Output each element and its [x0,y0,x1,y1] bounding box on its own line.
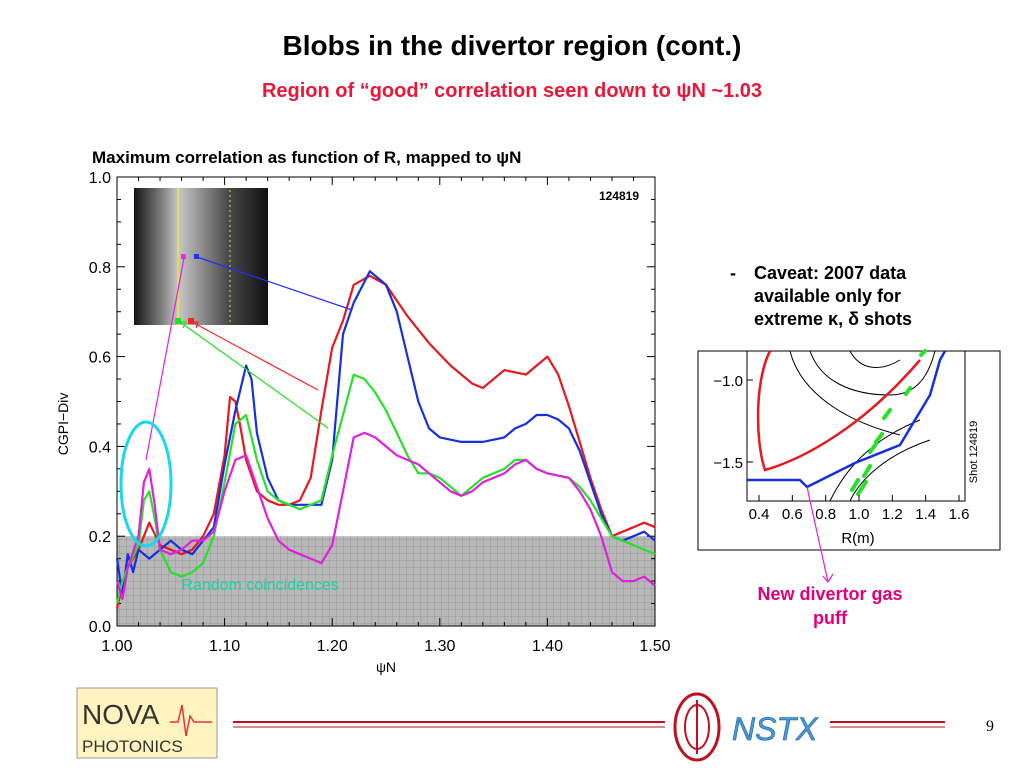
nova-logo-text: NOVA [82,699,160,730]
inset-x-tick-label: 1.0 [849,506,870,523]
x-tick-label: 1.40 [532,638,563,655]
footer-rule [233,721,945,728]
annotation-arrows [145,256,353,461]
series-line-4 [115,431,656,601]
band-label: Random coincidences [181,577,338,594]
inset-x-tick-label: 1.6 [949,506,970,523]
slide-title: Blobs in the divertor region (cont.) [282,30,742,61]
chart-axes: 1.00 1.10 1.20 1.30 1.40 1.50 0.0 0.2 0.4 0.6 0.8 1… [89,170,671,655]
inset-x-axis-label: R(m) [841,530,874,547]
nstx-logo-text: NSTX [732,711,819,747]
y-tick-label: 0.4 [89,439,111,456]
inset-x-tick-label: 0.4 [749,506,770,523]
divertor-geometry-inset: 0.4 0.6 0.8 1.0 1.2 1.4 1.6 −1.0 −1.5 R(m) Shot … [697,349,1001,583]
nova-photonics-logo: NOVA PHOTONICS [76,687,218,759]
chart-title: Maximum correlation as function of R, ma… [92,148,522,167]
x-tick-label: 1.50 [639,638,670,655]
x-tick-label: 1.00 [101,638,132,655]
gpi-camera-image [134,188,268,325]
series-line-2 [115,270,656,596]
nstx-logo: NSTX [673,692,819,762]
inset-x-tick-label: 0.8 [815,506,836,523]
y-axis-label: CGPI−Div [55,393,71,456]
slide-subtitle: Region of “good” correlation seen down t… [261,80,763,102]
chart-series-group [115,270,656,609]
x-tick-label: 1.20 [317,638,348,655]
inset-x-tick-label: 0.6 [782,506,803,523]
y-tick-label: 0.6 [89,350,111,367]
inset-x-tick-label: 1.4 [915,506,936,523]
series-line-1 [115,274,656,609]
page-number: 9 [986,718,994,735]
x-tick-label: 1.10 [209,638,240,655]
y-tick-label: 0.8 [89,260,111,277]
inset-axes: 0.4 0.6 0.8 1.0 1.2 1.4 1.6 −1.0 −1.5 [713,373,969,523]
highlight-ellipse [119,420,173,548]
caveat-text: Caveat: 2007 data available only for ext… [754,263,913,329]
inset-y-tick-label: −1.5 [713,455,743,472]
inset-shot-label: Shot 124819 [968,421,980,483]
shot-label: 124819 [599,189,639,203]
photonics-logo-text: PHOTONICS [82,737,183,756]
inset-y-tick-label: −1.0 [713,373,743,390]
x-tick-label: 1.30 [424,638,455,655]
inset-x-tick-label: 1.2 [882,506,903,523]
y-tick-label: 0.0 [89,619,111,636]
y-tick-label: 1.0 [89,170,111,187]
gas-puff-callout: New divertor gas puff [757,584,903,628]
caveat-bullet: - [730,263,736,283]
y-tick-label: 0.2 [89,529,111,546]
x-axis-label: ψN [376,659,396,675]
